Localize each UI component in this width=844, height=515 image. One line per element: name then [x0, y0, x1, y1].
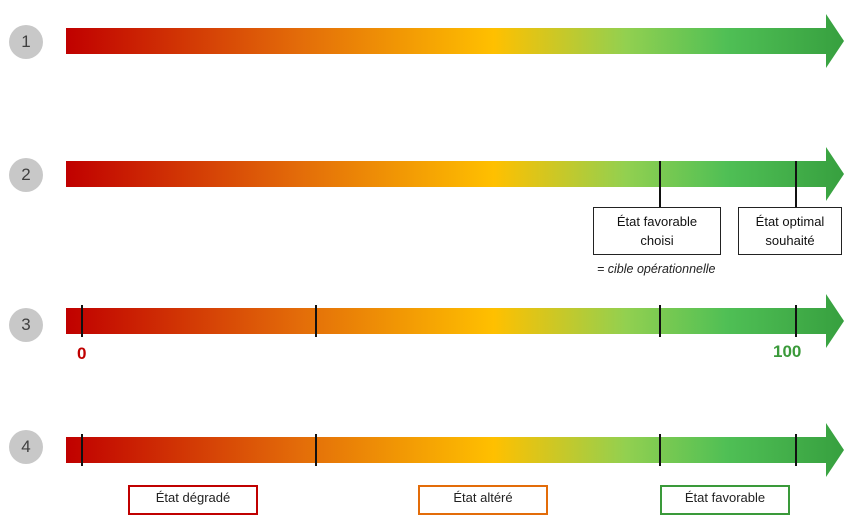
optimal-desired-box: État optimal souhaité — [738, 207, 842, 255]
step-3-badge: 3 — [9, 308, 43, 342]
favorable-chosen-line1: État favorable — [616, 214, 698, 229]
arrow-3 — [66, 294, 844, 348]
step-1-badge: 1 — [9, 25, 43, 59]
state-favorable-box: État favorable — [660, 485, 790, 515]
favorable-chosen-line2: choisi — [640, 233, 674, 248]
optimal-desired-line1: État optimal — [755, 214, 825, 229]
scale-max-label: 100 — [773, 342, 802, 361]
arrow-1 — [66, 14, 844, 68]
operational-target-note: = cible opérationnelle — [597, 262, 716, 276]
step-4-badge: 4 — [9, 430, 43, 464]
optimal-desired-line2: souhaité — [765, 233, 815, 248]
arrow-4 — [66, 423, 844, 477]
state-degraded-box: État dégradé — [128, 485, 258, 515]
state-altered-box: État altéré — [418, 485, 548, 515]
scale-min-label: 0 — [77, 344, 87, 363]
arrow-2 — [66, 147, 844, 207]
step-2-badge: 2 — [9, 158, 43, 192]
favorable-chosen-box: État favorable choisi — [593, 207, 721, 255]
